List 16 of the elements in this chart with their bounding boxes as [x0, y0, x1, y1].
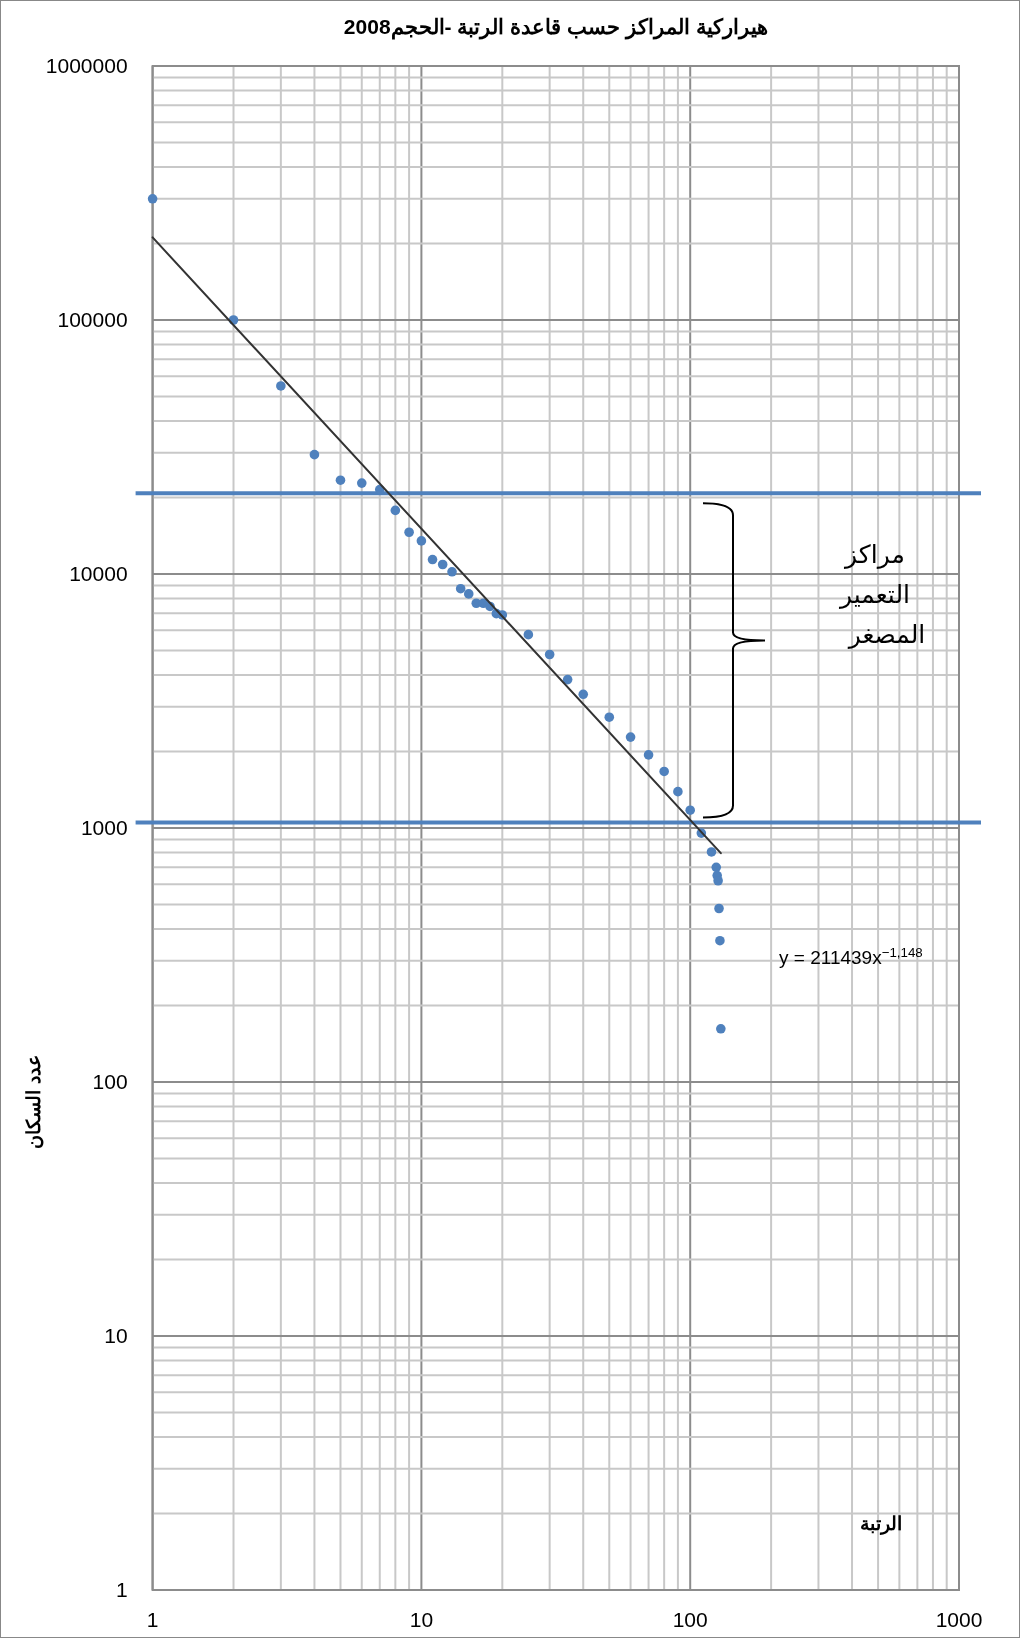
y-tick-label: 1000000 [45, 54, 128, 77]
annotation: مراكز التعمير المصغر [838, 540, 926, 649]
x-tick-label: 1000 [935, 1608, 983, 1631]
y-tick-label: 10000 [69, 562, 128, 585]
x-tick-label: 1 [146, 1608, 159, 1631]
annotation: y = 211439x$^{−1,148}$ [779, 944, 923, 968]
chart-title: هيراركية المراكز حسب قاعدة الرتبة -الحجم2008 [343, 15, 768, 40]
y-tick-label: 100 [92, 1070, 128, 1093]
y-tick-label: 10 [104, 1324, 128, 1347]
x-axis-title: الرتبة [860, 1513, 902, 1535]
y-tick-label: 100000 [57, 308, 128, 331]
y-tick-label: 1 [115, 1578, 128, 1601]
y-axis-title: عدد السكان [23, 1055, 44, 1149]
x-tick-label: 10 [409, 1608, 434, 1631]
x-tick-label: 100 [672, 1608, 708, 1631]
y-tick-label: 1000 [80, 816, 128, 839]
